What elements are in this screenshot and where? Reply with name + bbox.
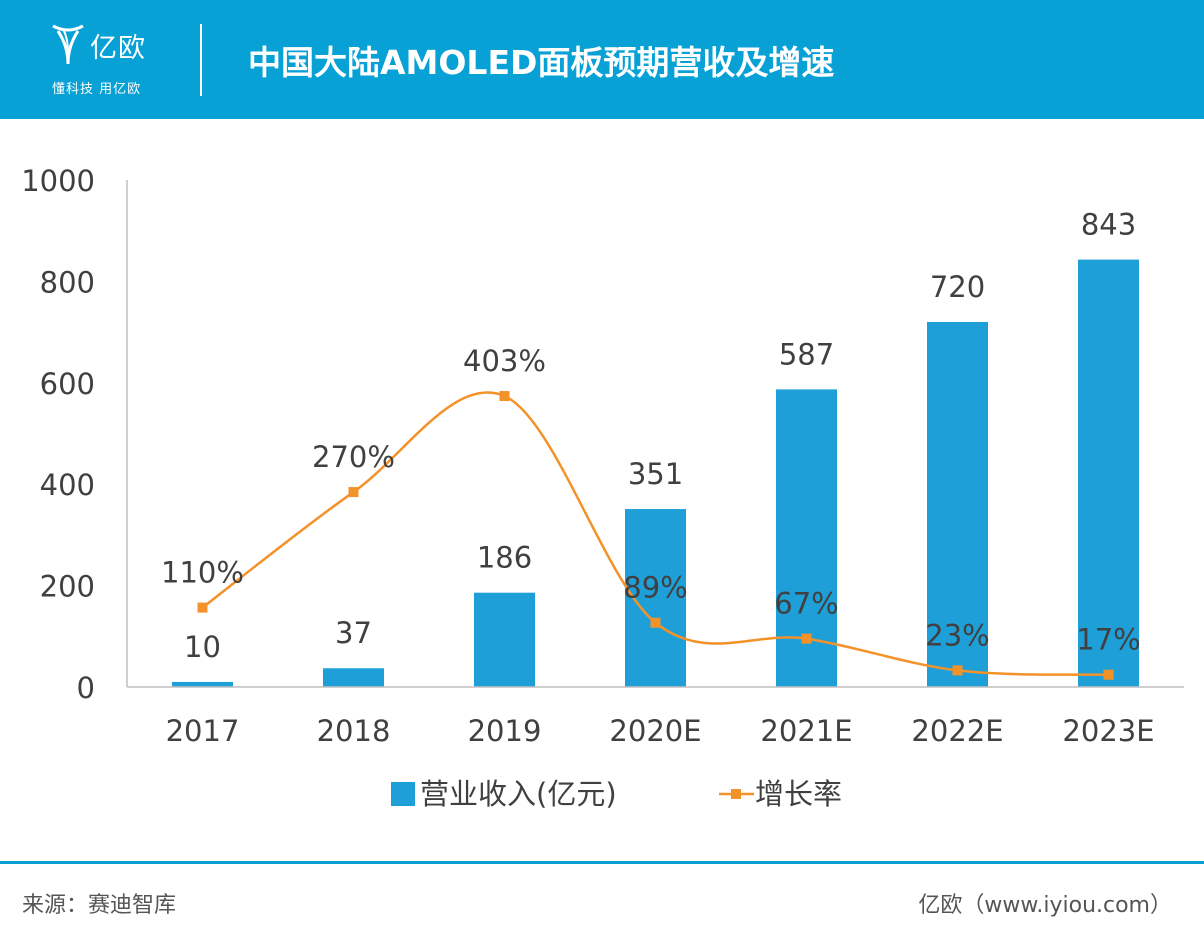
growth-rate-marker <box>197 602 208 613</box>
y-axis: 0 200 400 600 800 1000 <box>21 164 128 705</box>
growth-rate-markers <box>197 391 1114 680</box>
bar-series <box>172 259 1139 687</box>
revenue-value-label: 720 <box>930 270 985 304</box>
y-tick-label: 200 <box>40 570 95 604</box>
revenue-value-label: 843 <box>1081 208 1136 242</box>
growth-rate-marker <box>801 633 812 644</box>
revenue-bar <box>927 321 988 687</box>
revenue-value-label: 351 <box>628 457 683 491</box>
x-tick-label: 2022E <box>911 714 1003 748</box>
y-tick-label: 1000 <box>21 164 95 198</box>
legend-rate-label: 增长率 <box>755 777 842 811</box>
x-axis: 2017 2018 2019 2020E 2021E 2022E 2023E <box>127 686 1184 748</box>
legend-line-marker <box>731 789 741 799</box>
logo: 亿欧 懂科技 用亿欧 <box>50 18 170 102</box>
growth-rate-marker <box>1103 669 1114 680</box>
y-tick-label: 800 <box>40 265 95 299</box>
source-note: 来源：赛迪智库 <box>22 893 177 918</box>
logo-y-icon <box>52 24 84 65</box>
legend-bar-swatch <box>391 782 415 806</box>
header-bar: 亿欧 懂科技 用亿欧 中国大陆AMOLED面板预期营收及增速 <box>0 0 1204 119</box>
x-tick-label: 2021E <box>760 714 852 748</box>
revenue-bar <box>172 681 233 687</box>
brand-credit: 亿欧（www.iyiou.com） <box>918 893 1172 918</box>
y-tick-label: 600 <box>40 367 95 401</box>
header-divider <box>200 24 202 96</box>
growth-rate-marker <box>952 665 963 676</box>
revenue-value-label: 37 <box>335 616 372 650</box>
x-tick-label: 2020E <box>609 714 701 748</box>
growth-rate-label: 23% <box>925 618 989 652</box>
bar-labels: 10 37 186 351 587 720 843 <box>184 208 1136 664</box>
page-title: 中国大陆AMOLED面板预期营收及增速 <box>248 43 835 82</box>
growth-rate-labels: 110% 270% 403% 89% 67% 23% 17% <box>161 344 1141 657</box>
growth-rate-label: 17% <box>1076 623 1140 657</box>
revenue-value-label: 10 <box>184 630 221 664</box>
x-tick-label: 2019 <box>468 714 542 748</box>
revenue-bar <box>474 592 535 687</box>
growth-rate-marker <box>499 391 510 402</box>
x-tick-label: 2017 <box>166 714 240 748</box>
growth-rate-marker <box>348 487 359 498</box>
logo-name: 亿欧 <box>90 33 146 64</box>
legend-revenue-label: 营业收入(亿元) <box>420 777 617 811</box>
growth-rate-label: 403% <box>463 344 546 378</box>
revenue-value-label: 186 <box>477 541 532 575</box>
y-tick-label: 0 <box>77 671 95 705</box>
growth-rate-label: 89% <box>623 571 687 605</box>
revenue-value-label: 587 <box>779 337 834 371</box>
revenue-bar <box>323 668 384 687</box>
growth-rate-label: 270% <box>312 440 395 474</box>
revenue-bar <box>625 509 686 687</box>
logo-slogan: 懂科技 用亿欧 <box>52 82 142 97</box>
chart: 0 200 400 600 800 1000 10 37 186 351 587 720 843 11… <box>21 164 1184 811</box>
x-tick-label: 2023E <box>1062 714 1154 748</box>
growth-rate-label: 110% <box>161 556 244 590</box>
legend: 营业收入(亿元) 增长率 <box>391 777 842 811</box>
y-tick-label: 400 <box>40 468 95 502</box>
footer-divider <box>0 861 1204 864</box>
revenue-bar <box>1078 259 1139 687</box>
growth-rate-marker <box>650 617 661 628</box>
x-tick-label: 2018 <box>317 714 391 748</box>
growth-rate-label: 67% <box>774 587 838 621</box>
